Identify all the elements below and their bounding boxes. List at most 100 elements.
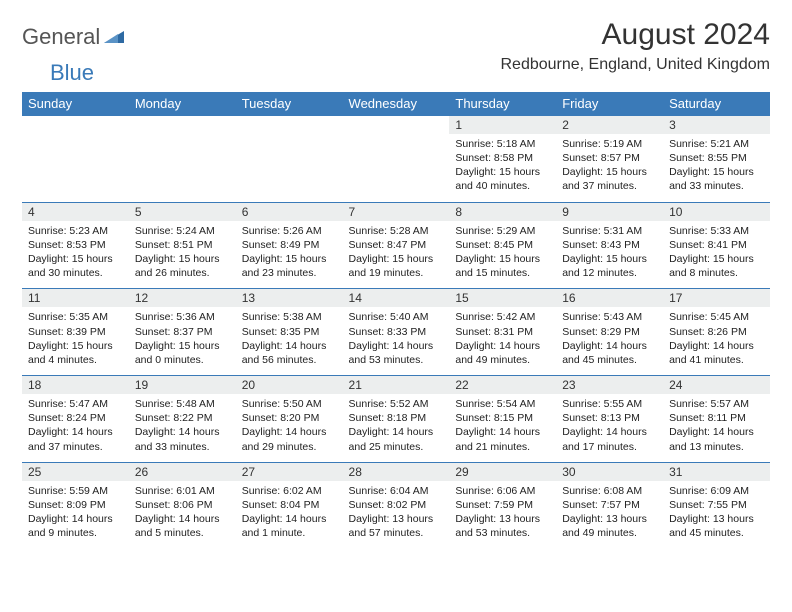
day-data: Sunrise: 5:33 AMSunset: 8:41 PMDaylight:… [663,221,770,289]
day-number: 15 [449,289,556,307]
daylight-line: Daylight: 15 hours and 26 minutes. [135,253,220,279]
sunset-line: Sunset: 8:02 PM [349,499,427,511]
sunset-line: Sunset: 8:47 PM [349,239,427,251]
calendar-cell: 6Sunrise: 5:26 AMSunset: 8:49 PMDaylight… [236,202,343,289]
sunset-line: Sunset: 8:53 PM [28,239,106,251]
day-number: 12 [129,289,236,307]
daylight-line: Daylight: 15 hours and 40 minutes. [455,166,540,192]
day-data: Sunrise: 5:54 AMSunset: 8:15 PMDaylight:… [449,394,556,462]
day-number: 6 [236,203,343,221]
logo-text-general: General [22,24,100,50]
sunset-line: Sunset: 8:45 PM [455,239,533,251]
day-number: 2 [556,116,663,134]
daylight-line: Daylight: 14 hours and 53 minutes. [349,340,434,366]
sunrise-line: Sunrise: 5:28 AM [349,225,429,237]
day-data: Sunrise: 5:21 AMSunset: 8:55 PMDaylight:… [663,134,770,202]
sunset-line: Sunset: 8:15 PM [455,412,533,424]
sunset-line: Sunset: 8:41 PM [669,239,747,251]
day-number: 30 [556,463,663,481]
day-number: 8 [449,203,556,221]
calendar-cell: 13Sunrise: 5:38 AMSunset: 8:35 PMDayligh… [236,289,343,376]
sunrise-line: Sunrise: 5:31 AM [562,225,642,237]
day-data: Sunrise: 5:29 AMSunset: 8:45 PMDaylight:… [449,221,556,289]
calendar-cell: 10Sunrise: 5:33 AMSunset: 8:41 PMDayligh… [663,202,770,289]
day-number: 5 [129,203,236,221]
daylight-line: Daylight: 14 hours and 17 minutes. [562,426,647,452]
day-data: Sunrise: 6:09 AMSunset: 7:55 PMDaylight:… [663,481,770,549]
day-number: 13 [236,289,343,307]
day-data: Sunrise: 5:55 AMSunset: 8:13 PMDaylight:… [556,394,663,462]
calendar-cell: 20Sunrise: 5:50 AMSunset: 8:20 PMDayligh… [236,376,343,463]
sunset-line: Sunset: 8:04 PM [242,499,320,511]
calendar-row: 25Sunrise: 5:59 AMSunset: 8:09 PMDayligh… [22,462,770,548]
daylight-line: Daylight: 15 hours and 30 minutes. [28,253,113,279]
calendar-cell: 24Sunrise: 5:57 AMSunset: 8:11 PMDayligh… [663,376,770,463]
sunset-line: Sunset: 8:37 PM [135,326,213,338]
sunrise-line: Sunrise: 5:55 AM [562,398,642,410]
calendar-row: 18Sunrise: 5:47 AMSunset: 8:24 PMDayligh… [22,376,770,463]
sunset-line: Sunset: 7:59 PM [455,499,533,511]
calendar-cell: 12Sunrise: 5:36 AMSunset: 8:37 PMDayligh… [129,289,236,376]
calendar-cell: 7Sunrise: 5:28 AMSunset: 8:47 PMDaylight… [343,202,450,289]
weekday-header: Sunday [22,92,129,116]
day-number: 3 [663,116,770,134]
daylight-line: Daylight: 13 hours and 57 minutes. [349,513,434,539]
day-data: Sunrise: 5:35 AMSunset: 8:39 PMDaylight:… [22,307,129,375]
calendar-cell: 1Sunrise: 5:18 AMSunset: 8:58 PMDaylight… [449,116,556,203]
calendar-cell [236,116,343,203]
day-number: 24 [663,376,770,394]
sunrise-line: Sunrise: 5:47 AM [28,398,108,410]
calendar-cell: 18Sunrise: 5:47 AMSunset: 8:24 PMDayligh… [22,376,129,463]
daylight-line: Daylight: 14 hours and 1 minute. [242,513,327,539]
day-data: Sunrise: 5:26 AMSunset: 8:49 PMDaylight:… [236,221,343,289]
calendar-cell: 11Sunrise: 5:35 AMSunset: 8:39 PMDayligh… [22,289,129,376]
sunset-line: Sunset: 8:06 PM [135,499,213,511]
sunrise-line: Sunrise: 5:38 AM [242,311,322,323]
day-data: Sunrise: 5:40 AMSunset: 8:33 PMDaylight:… [343,307,450,375]
day-number: 28 [343,463,450,481]
location: Redbourne, England, United Kingdom [500,56,770,74]
day-number: 29 [449,463,556,481]
calendar-cell [22,116,129,203]
daylight-line: Daylight: 15 hours and 15 minutes. [455,253,540,279]
sunset-line: Sunset: 8:18 PM [349,412,427,424]
calendar-cell: 19Sunrise: 5:48 AMSunset: 8:22 PMDayligh… [129,376,236,463]
sunrise-line: Sunrise: 5:19 AM [562,138,642,150]
day-number: 20 [236,376,343,394]
daylight-line: Daylight: 14 hours and 29 minutes. [242,426,327,452]
day-number: 1 [449,116,556,134]
day-data: Sunrise: 5:50 AMSunset: 8:20 PMDaylight:… [236,394,343,462]
calendar-cell: 29Sunrise: 6:06 AMSunset: 7:59 PMDayligh… [449,462,556,548]
sunrise-line: Sunrise: 5:24 AM [135,225,215,237]
sunset-line: Sunset: 8:09 PM [28,499,106,511]
day-number: 4 [22,203,129,221]
daylight-line: Daylight: 15 hours and 37 minutes. [562,166,647,192]
daylight-line: Daylight: 13 hours and 49 minutes. [562,513,647,539]
calendar-cell: 23Sunrise: 5:55 AMSunset: 8:13 PMDayligh… [556,376,663,463]
day-number: 7 [343,203,450,221]
weekday-header: Tuesday [236,92,343,116]
sunset-line: Sunset: 8:22 PM [135,412,213,424]
calendar-cell: 17Sunrise: 5:45 AMSunset: 8:26 PMDayligh… [663,289,770,376]
calendar-cell: 31Sunrise: 6:09 AMSunset: 7:55 PMDayligh… [663,462,770,548]
day-number: 22 [449,376,556,394]
sunrise-line: Sunrise: 5:35 AM [28,311,108,323]
sunrise-line: Sunrise: 5:43 AM [562,311,642,323]
calendar-cell: 14Sunrise: 5:40 AMSunset: 8:33 PMDayligh… [343,289,450,376]
triangle-icon [104,27,124,48]
sunrise-line: Sunrise: 6:08 AM [562,485,642,497]
daylight-line: Daylight: 14 hours and 33 minutes. [135,426,220,452]
sunrise-line: Sunrise: 5:26 AM [242,225,322,237]
sunset-line: Sunset: 8:26 PM [669,326,747,338]
calendar-row: 1Sunrise: 5:18 AMSunset: 8:58 PMDaylight… [22,116,770,203]
sunset-line: Sunset: 8:11 PM [669,412,746,424]
daylight-line: Daylight: 14 hours and 25 minutes. [349,426,434,452]
daylight-line: Daylight: 15 hours and 4 minutes. [28,340,113,366]
calendar-row: 11Sunrise: 5:35 AMSunset: 8:39 PMDayligh… [22,289,770,376]
daylight-line: Daylight: 14 hours and 13 minutes. [669,426,754,452]
day-data: Sunrise: 5:19 AMSunset: 8:57 PMDaylight:… [556,134,663,202]
calendar-cell: 15Sunrise: 5:42 AMSunset: 8:31 PMDayligh… [449,289,556,376]
sunrise-line: Sunrise: 5:45 AM [669,311,749,323]
weekday-header-row: Sunday Monday Tuesday Wednesday Thursday… [22,92,770,116]
weekday-header: Friday [556,92,663,116]
